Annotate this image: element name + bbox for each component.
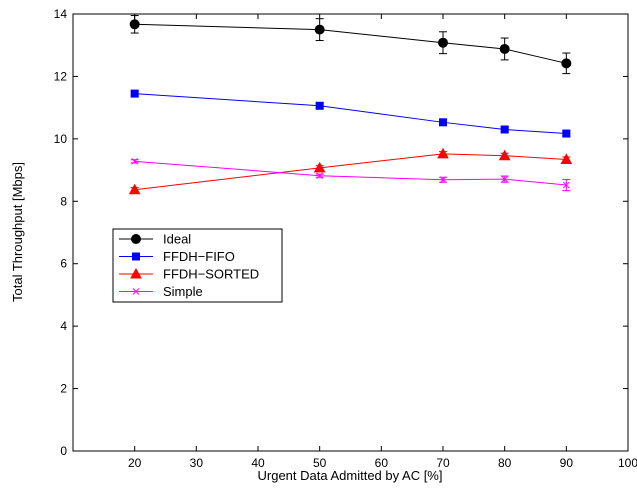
- legend-marker: [131, 234, 141, 244]
- data-point: [560, 153, 573, 164]
- data-point: [499, 43, 510, 54]
- y-tick-label: 14: [54, 7, 68, 21]
- x-tick-label: 20: [128, 456, 142, 470]
- y-tick-label: 0: [60, 444, 67, 458]
- legend-label: FFDH−FIFO: [163, 249, 235, 264]
- x-axis-label: Urgent Data Admitted by AC [%]: [258, 468, 443, 483]
- x-tick-label: 100: [618, 456, 637, 470]
- x-tick-label: 90: [560, 456, 574, 470]
- x-tick-label: 70: [436, 456, 450, 470]
- data-point: [439, 176, 447, 184]
- series-2: [128, 147, 573, 195]
- data-point: [561, 58, 572, 69]
- series-1: [130, 89, 571, 138]
- legend-marker: [132, 252, 140, 261]
- x-tick-label: 40: [251, 456, 265, 470]
- x-tick-label: 50: [313, 456, 327, 470]
- legend-label: Ideal: [163, 232, 191, 247]
- legend-marker: [130, 267, 142, 279]
- legend: Ideal FFDH−FIFO FFDH−SORTED Simple: [112, 228, 283, 303]
- series-0: [129, 15, 572, 75]
- data-point: [439, 118, 447, 127]
- data-point: [130, 89, 139, 98]
- data-point: [315, 101, 324, 110]
- data-point: [501, 175, 509, 183]
- data-point: [498, 149, 511, 161]
- data-point: [562, 181, 570, 189]
- x-tick-label: 30: [190, 456, 204, 470]
- data-point: [128, 183, 141, 195]
- data-point: [314, 24, 325, 35]
- data-point: [500, 125, 509, 134]
- legend-box: [112, 228, 283, 303]
- x-tick-label: 80: [498, 456, 512, 470]
- series-3: [130, 157, 571, 192]
- y-tick-label: 12: [54, 69, 68, 83]
- legend-label: FFDH−SORTED: [163, 267, 259, 282]
- data-point: [129, 19, 140, 30]
- data-point: [316, 172, 324, 180]
- y-tick-label: 4: [60, 319, 67, 333]
- data-point: [437, 147, 449, 159]
- y-tick-label: 8: [60, 194, 67, 208]
- data-point: [562, 129, 571, 138]
- legend-marker: [132, 288, 140, 295]
- data-point: [131, 157, 139, 165]
- y-tick-label: 6: [60, 257, 67, 271]
- data-point: [313, 161, 326, 173]
- y-tick-label: 10: [54, 132, 68, 146]
- x-tick-label: 60: [375, 456, 389, 470]
- data-point: [438, 37, 448, 48]
- y-axis-label: Total Throughput [Mbps]: [10, 162, 25, 302]
- legend-label: Simple: [163, 284, 203, 299]
- series-layer: [128, 15, 573, 195]
- y-tick-label: 2: [60, 382, 67, 396]
- axis-ticks: 20 30 40 50 60 70 80 90 100 0 2 4 6 8 10 12 14: [54, 7, 637, 470]
